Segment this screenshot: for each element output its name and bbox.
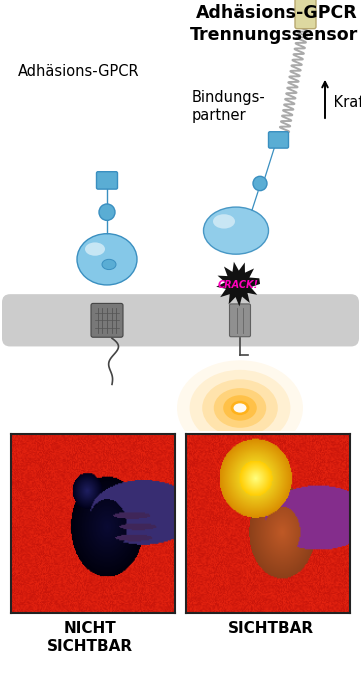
Ellipse shape (77, 234, 137, 285)
Polygon shape (216, 262, 260, 307)
Text: SICHTBAR: SICHTBAR (228, 622, 314, 636)
FancyBboxPatch shape (91, 303, 123, 337)
FancyBboxPatch shape (2, 294, 359, 346)
Text: Kraft: Kraft (329, 95, 361, 110)
Ellipse shape (102, 259, 116, 270)
Ellipse shape (85, 242, 105, 256)
Ellipse shape (202, 379, 278, 437)
Ellipse shape (236, 405, 244, 411)
Ellipse shape (177, 360, 303, 456)
FancyBboxPatch shape (269, 132, 288, 148)
Text: Adhäsions-GPCR: Adhäsions-GPCR (18, 64, 140, 78)
Ellipse shape (213, 214, 235, 229)
Text: CRACK!: CRACK! (217, 280, 258, 290)
Text: Bindungs-
partner: Bindungs- partner (192, 90, 266, 122)
Ellipse shape (223, 395, 257, 421)
FancyBboxPatch shape (96, 172, 117, 189)
Ellipse shape (190, 370, 290, 446)
Ellipse shape (234, 403, 247, 412)
Ellipse shape (204, 207, 269, 254)
Text: Adhäsions-GPCR
Trennungssensor: Adhäsions-GPCR Trennungssensor (190, 4, 358, 43)
Circle shape (253, 176, 267, 190)
Text: NICHT
SICHTBAR: NICHT SICHTBAR (47, 622, 133, 654)
Ellipse shape (214, 388, 266, 428)
FancyBboxPatch shape (295, 0, 316, 29)
Ellipse shape (231, 401, 249, 415)
FancyBboxPatch shape (230, 304, 251, 337)
Circle shape (99, 204, 115, 220)
